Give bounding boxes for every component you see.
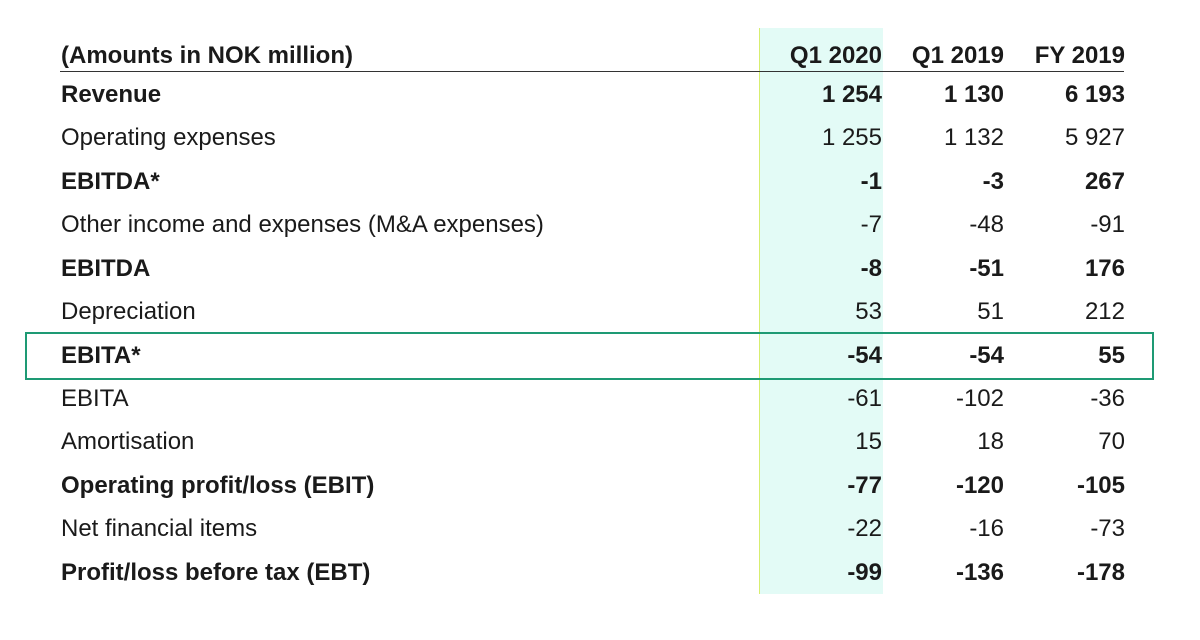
- table-row-ebitda: EBITDA -8 -51 176: [0, 247, 1200, 291]
- column-header-q1-2019: Q1 2019: [911, 42, 1004, 69]
- cell-fy-2019: -105: [1076, 472, 1125, 499]
- table-row-ebita-star: EBITA* -54 -54 55: [0, 334, 1200, 378]
- cell-q1-2020: -54: [847, 342, 882, 369]
- cell-q1-2020: -22: [847, 515, 882, 542]
- table-row-revenue: Revenue 1 254 1 130 6 193: [0, 73, 1200, 117]
- cell-fy-2019: 176: [1084, 255, 1125, 282]
- cell-q1-2019: 1 130: [943, 81, 1004, 108]
- row-label: Depreciation: [61, 298, 196, 325]
- cell-fy-2019: 55: [1098, 342, 1125, 369]
- cell-q1-2019: 51: [977, 298, 1004, 325]
- table-header-label: (Amounts in NOK million): [61, 42, 353, 69]
- header-divider: [60, 71, 1124, 72]
- cell-fy-2019: 5 927: [1064, 124, 1125, 151]
- cell-q1-2020: 53: [855, 298, 882, 325]
- column-header-fy-2019: FY 2019: [1034, 42, 1125, 69]
- cell-q1-2020: -1: [860, 168, 882, 195]
- cell-fy-2019: -36: [1090, 385, 1125, 412]
- table-row-depreciation: Depreciation 53 51 212: [0, 290, 1200, 334]
- cell-q1-2020: 1 254: [821, 81, 882, 108]
- column-header-q1-2020: Q1 2020: [789, 42, 882, 69]
- row-label: EBITA*: [61, 342, 141, 369]
- table-row-net-financial-items: Net financial items -22 -16 -73: [0, 507, 1200, 551]
- row-label: Amortisation: [61, 428, 195, 455]
- row-label: Operating profit/loss (EBIT): [61, 472, 375, 499]
- cell-q1-2020: -77: [847, 472, 882, 499]
- cell-q1-2019: -51: [969, 255, 1004, 282]
- ebita-star-row-highlight-box: [25, 332, 1154, 380]
- row-label: EBITDA*: [61, 168, 160, 195]
- cell-q1-2019: -102: [955, 385, 1004, 412]
- cell-q1-2019: 1 132: [943, 124, 1004, 151]
- cell-q1-2020: -61: [847, 385, 882, 412]
- cell-fy-2019: -178: [1076, 559, 1125, 586]
- cell-fy-2019: 267: [1084, 168, 1125, 195]
- cell-q1-2020: 1 255: [821, 124, 882, 151]
- cell-fy-2019: -91: [1090, 211, 1125, 238]
- cell-q1-2019: -120: [955, 472, 1004, 499]
- row-label: Other income and expenses (M&A expenses): [61, 211, 544, 238]
- table-row-operating-expenses: Operating expenses 1 255 1 132 5 927: [0, 116, 1200, 160]
- table-row-other-income-expenses: Other income and expenses (M&A expenses)…: [0, 203, 1200, 247]
- row-label: Operating expenses: [61, 124, 276, 151]
- cell-q1-2020: -8: [860, 255, 882, 282]
- cell-fy-2019: 70: [1098, 428, 1125, 455]
- cell-q1-2020: -7: [860, 211, 882, 238]
- cell-fy-2019: 6 193: [1064, 81, 1125, 108]
- table-header-row: (Amounts in NOK million) Q1 2020 Q1 2019…: [0, 34, 1200, 78]
- cell-fy-2019: 212: [1084, 298, 1125, 325]
- row-label: Profit/loss before tax (EBT): [61, 559, 371, 586]
- table-row-ebitda-star: EBITDA* -1 -3 267: [0, 160, 1200, 204]
- cell-q1-2019: -48: [969, 211, 1004, 238]
- table-row-ebita: EBITA -61 -102 -36: [0, 377, 1200, 421]
- cell-q1-2019: -54: [969, 342, 1004, 369]
- cell-q1-2019: -136: [955, 559, 1004, 586]
- cell-q1-2019: 18: [977, 428, 1004, 455]
- row-label: Net financial items: [61, 515, 258, 542]
- table-row-profit-loss-before-tax: Profit/loss before tax (EBT) -99 -136 -1…: [0, 551, 1200, 595]
- row-label: EBITDA: [61, 255, 151, 282]
- table-row-operating-profit-loss: Operating profit/loss (EBIT) -77 -120 -1…: [0, 464, 1200, 508]
- cell-q1-2020: -99: [847, 559, 882, 586]
- row-label: EBITA: [61, 385, 129, 412]
- cell-q1-2020: 15: [855, 428, 882, 455]
- q1-2020-column-highlight: [759, 28, 883, 594]
- table-row-amortisation: Amortisation 15 18 70: [0, 420, 1200, 464]
- cell-fy-2019: -73: [1090, 515, 1125, 542]
- cell-q1-2019: -16: [969, 515, 1004, 542]
- cell-q1-2019: -3: [982, 168, 1004, 195]
- row-label: Revenue: [61, 81, 162, 108]
